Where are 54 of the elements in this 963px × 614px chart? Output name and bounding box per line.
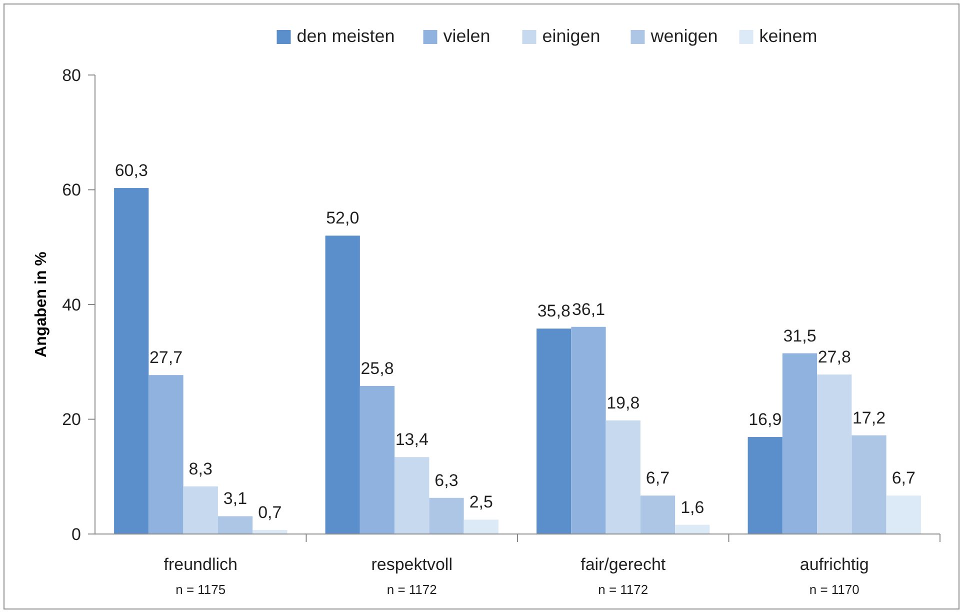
legend-label: einigen	[542, 26, 600, 46]
bar	[429, 498, 464, 534]
legend-label: wenigen	[650, 26, 718, 46]
bar	[571, 326, 606, 534]
bar	[748, 437, 782, 534]
y-tick-label: 20	[62, 410, 81, 430]
bar	[886, 496, 921, 534]
data-label: 6,7	[646, 468, 670, 488]
bar	[218, 516, 253, 534]
data-label: 6,3	[434, 470, 458, 490]
bar	[782, 353, 818, 534]
bar	[148, 375, 184, 534]
data-label: 19,8	[606, 393, 640, 412]
data-label: 2,5	[469, 492, 493, 512]
data-label: 0,7	[258, 502, 282, 522]
legend-label: den meisten	[296, 26, 395, 46]
bar	[536, 328, 572, 534]
y-tick-label: 40	[62, 295, 81, 314]
data-label: 27,7	[149, 348, 183, 368]
y-tick-label: 60	[62, 180, 81, 200]
y-tick-label: 80	[62, 66, 81, 85]
x-tick-label: freundlich n = 1175	[164, 555, 238, 597]
data-label: 36,1	[572, 300, 606, 319]
data-label: 52,0	[326, 208, 360, 228]
data-label: 17,2	[852, 408, 886, 428]
data-label: 3,1	[223, 489, 248, 508]
y-axis-title: Angaben in %	[33, 252, 50, 358]
bar	[817, 374, 852, 534]
data-label: 16,9	[748, 410, 782, 430]
bar	[640, 496, 676, 534]
data-label: 60,3	[114, 161, 148, 180]
bar	[464, 520, 498, 534]
data-label: 27,8	[818, 347, 851, 366]
legend-label: keinem	[759, 26, 818, 46]
data-label: 8,3	[188, 459, 212, 478]
data-label: 6,7	[892, 468, 916, 488]
bar	[360, 386, 395, 534]
data-label: 13,4	[395, 430, 428, 450]
bar	[325, 236, 360, 534]
bar	[114, 188, 149, 534]
data-label: 31,5	[783, 326, 816, 346]
bar	[606, 420, 640, 534]
x-tick-label: fair/gerecht n = 1172	[580, 555, 666, 597]
y-tick-label: 0	[72, 524, 81, 544]
bar	[394, 457, 430, 534]
bar	[183, 486, 218, 534]
data-label: 35,8	[537, 302, 570, 321]
bar	[852, 435, 886, 534]
data-label: 25,8	[360, 358, 394, 378]
data-label: 1,6	[680, 498, 704, 517]
legend-label: vielen	[443, 26, 490, 46]
bar	[675, 524, 710, 534]
x-tick-label: aufrichtig n = 1170	[800, 555, 869, 597]
x-tick-label: respektvoll n = 1172	[371, 555, 453, 597]
